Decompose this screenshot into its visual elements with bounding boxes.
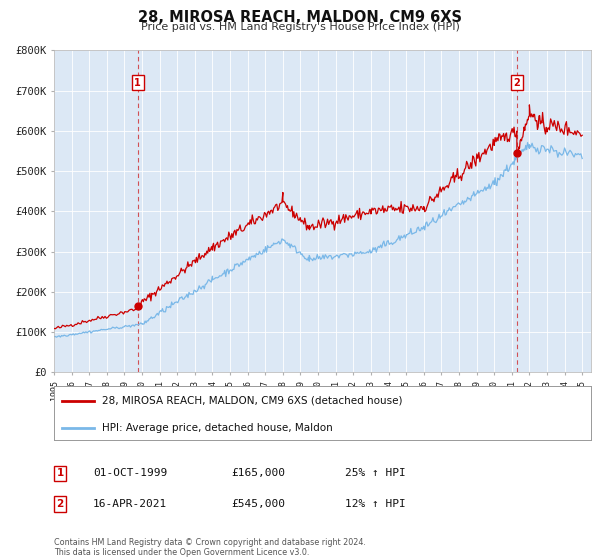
Text: £545,000: £545,000	[231, 499, 285, 509]
Text: 25% ↑ HPI: 25% ↑ HPI	[345, 468, 406, 478]
Text: 2: 2	[56, 499, 64, 509]
Text: 1: 1	[134, 78, 141, 87]
Text: 28, MIROSA REACH, MALDON, CM9 6XS (detached house): 28, MIROSA REACH, MALDON, CM9 6XS (detac…	[103, 396, 403, 406]
Text: 16-APR-2021: 16-APR-2021	[93, 499, 167, 509]
Text: Contains HM Land Registry data © Crown copyright and database right 2024.
This d: Contains HM Land Registry data © Crown c…	[54, 538, 366, 557]
Text: 1: 1	[56, 468, 64, 478]
Text: 12% ↑ HPI: 12% ↑ HPI	[345, 499, 406, 509]
Text: 01-OCT-1999: 01-OCT-1999	[93, 468, 167, 478]
Text: HPI: Average price, detached house, Maldon: HPI: Average price, detached house, Mald…	[103, 423, 333, 433]
Text: 2: 2	[514, 78, 520, 87]
Text: 28, MIROSA REACH, MALDON, CM9 6XS: 28, MIROSA REACH, MALDON, CM9 6XS	[138, 10, 462, 25]
Text: £165,000: £165,000	[231, 468, 285, 478]
Text: Price paid vs. HM Land Registry's House Price Index (HPI): Price paid vs. HM Land Registry's House …	[140, 22, 460, 32]
